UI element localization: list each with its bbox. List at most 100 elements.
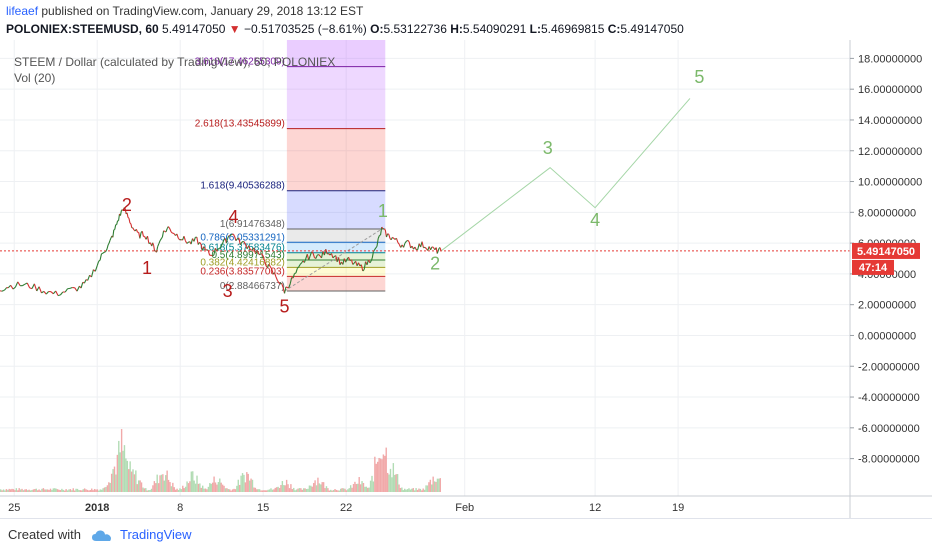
volume-bar (74, 491, 75, 492)
volume-bar (407, 489, 408, 492)
volume-bar (431, 484, 432, 492)
volume-bar (435, 482, 436, 492)
chart-header: lifeaef published on TradingView.com, Ja… (0, 0, 932, 40)
volume-bar (192, 471, 193, 492)
volume-bar (314, 480, 315, 492)
volume-bar (236, 486, 237, 492)
volume-bar (209, 483, 210, 492)
volume-bar (358, 477, 359, 492)
volume-bar (320, 484, 321, 492)
volume-bar (346, 490, 347, 492)
volume-bar (30, 490, 31, 492)
volume-bar (196, 476, 197, 492)
price-segment (164, 231, 165, 232)
volume-bar (119, 452, 120, 492)
tradingview-brand-link[interactable]: TradingView (120, 527, 192, 542)
volume-bar (100, 489, 101, 492)
volume-bar (411, 489, 412, 492)
volume-bar (95, 490, 96, 492)
price-tick-label: 2.00000000 (858, 300, 916, 312)
volume-bar (110, 483, 111, 492)
volume-bar (414, 490, 415, 492)
volume-bar (212, 483, 213, 492)
volume-bar (118, 441, 119, 492)
volume-bar (326, 486, 327, 492)
volume-bar (282, 481, 283, 492)
volume-bar (302, 490, 303, 492)
wave-label: 3 (223, 281, 233, 301)
price-segment (130, 223, 131, 224)
volume-bar (57, 489, 58, 492)
volume-bar (307, 489, 308, 492)
volume-bar (401, 488, 402, 492)
volume-bar (94, 489, 95, 492)
volume-bar (165, 475, 166, 492)
volume-bar (132, 469, 133, 492)
price-chart[interactable]: 3.618(17.46255309)2.618(13.43545899)1.61… (0, 40, 932, 518)
volume-bar (323, 482, 324, 492)
volume-bar (168, 480, 169, 492)
time-tick-label: 8 (177, 502, 183, 514)
price-tick-label: -4.00000000 (858, 392, 920, 404)
volume-bar (184, 488, 185, 492)
volume-bar (125, 458, 126, 492)
author-link[interactable]: lifeaef (6, 4, 38, 18)
volume-bar (418, 489, 419, 492)
volume-bar (68, 489, 69, 492)
volume-bar (16, 488, 17, 492)
price-segment (101, 253, 102, 254)
publish-line: lifeaef published on TradingView.com, Ja… (6, 4, 363, 18)
volume-bar (279, 488, 280, 492)
volume-bar (124, 445, 125, 492)
volume-bar (310, 486, 311, 492)
volume-bar (400, 488, 401, 492)
volume-bar (139, 480, 140, 492)
volume-bar (18, 488, 19, 492)
volume-bar (122, 451, 123, 492)
volume-bar (410, 490, 411, 492)
volume-bar (4, 490, 5, 492)
volume-bar (368, 488, 369, 492)
price-tick-label: -8.00000000 (858, 454, 920, 466)
volume-bar (360, 484, 361, 492)
volume-bar (339, 491, 340, 492)
volume-bar (347, 489, 348, 492)
volume-bar (90, 490, 91, 492)
volume-bar (174, 487, 175, 492)
volume-bar (267, 490, 268, 492)
time-tick-label: 15 (257, 502, 269, 514)
volume-bar (213, 477, 214, 492)
volume-bar (403, 490, 404, 492)
volume-bar (98, 491, 99, 492)
volume-bar (413, 488, 414, 492)
price-segment (286, 287, 287, 288)
volume-bar (208, 487, 209, 492)
volume-bar (3, 489, 4, 492)
chart-background (0, 40, 932, 518)
volume-bar (297, 489, 298, 492)
volume-bar (64, 491, 65, 492)
last-price-value: 5.49147050 (162, 22, 225, 36)
fib-zone (287, 67, 385, 129)
volume-bar (127, 461, 128, 492)
volume-bar (58, 490, 59, 492)
volume-bar (367, 488, 368, 492)
volume-bar (356, 484, 357, 492)
volume-bar (437, 479, 438, 492)
volume-bar (211, 484, 212, 492)
price-segment (392, 237, 393, 238)
chart-legend-title: STEEM / Dollar (calculated by TradingVie… (14, 55, 335, 69)
volume-bar (129, 461, 130, 492)
volume-bar (303, 488, 304, 492)
volume-bar (242, 473, 243, 492)
volume-bar (438, 479, 439, 492)
volume-bar (91, 489, 92, 492)
volume-bar (421, 490, 422, 492)
volume-bar (364, 487, 365, 492)
volume-bar (383, 454, 384, 492)
fib-zone (287, 129, 385, 191)
volume-bar (50, 489, 51, 492)
volume-bar (21, 489, 22, 492)
chart-area[interactable]: 3.618(17.46255309)2.618(13.43545899)1.61… (0, 40, 932, 518)
volume-bar (292, 489, 293, 492)
